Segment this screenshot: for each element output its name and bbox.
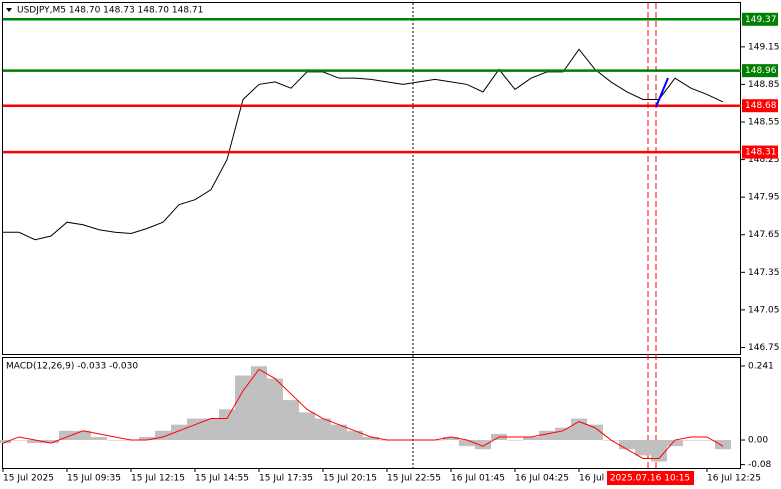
x-tick-label: 15 Jul 14:55 [195,474,249,484]
histogram-bar [635,440,651,456]
y-tick-label: 148.85 [748,80,780,90]
y-tick-label: 147.35 [748,268,780,278]
histogram-bar [235,375,251,441]
histogram-bar [59,430,75,441]
price-line [3,48,724,241]
y-tick-label: 147.95 [748,193,780,203]
histogram-bar [443,436,459,441]
x-tick-label: 15 Jul 17:35 [259,474,313,484]
histogram-bar [11,440,27,441]
y-tick-label: 0.00 [748,436,768,446]
histogram-bar [299,412,315,441]
histogram-bar [43,440,59,444]
x-tick-label: 15 Jul 09:35 [67,474,121,484]
y-tick-label: 148.55 [748,118,780,128]
histogram-bar [699,440,715,441]
y-tick-label: 147.65 [748,230,780,240]
signal-line [2,368,724,459]
histogram-bar [219,409,235,441]
y-tick-label: -0.08 [748,460,772,470]
y-tick-label: 146.75 [748,343,780,353]
level-label-box [742,145,778,159]
macd-frame [2,357,741,469]
crosshair-label: 2025.07.16 10:15 [610,474,690,484]
x-tick-label: 15 Jul 20:15 [323,474,377,484]
histogram-bar [459,440,475,447]
level-label-box [742,64,778,78]
histogram-bar [587,424,603,441]
histogram-bar [523,436,539,441]
histogram-bar [683,440,699,441]
x-tick-label: 16 Jul 12:25 [707,474,761,484]
level-label: 148.68 [745,101,777,111]
histogram-bar [75,430,91,441]
trend-line [655,77,669,108]
x-tick-label: 15 Jul 2025 [3,474,54,484]
level-label-box [742,12,778,26]
x-tick-label: 15 Jul 12:15 [131,474,185,484]
histogram-bar [715,440,731,450]
y-tick-label: 147.05 [748,305,780,315]
histogram-bar [203,418,219,441]
histogram-bar [283,400,299,441]
menu-icon [6,8,12,12]
histogram-bar [507,440,523,441]
histogram-bar [619,440,635,450]
histogram-bar [475,440,491,450]
x-tick-label: 16 Jul 04:25 [515,474,569,484]
histogram-bar [363,436,379,441]
histogram-bar [27,440,43,444]
level-label-box [742,99,778,113]
x-tick-label: 16 Jul [579,474,604,484]
y-tick-label: 149.15 [748,42,780,52]
x-tick-label: 15 Jul 22:55 [387,474,441,484]
histogram-bar [107,440,123,441]
histogram-bar [171,424,187,441]
histogram-bar [347,430,363,441]
x-tick-label: 16 Jul 01:45 [451,474,505,484]
histogram-bar [0,440,11,444]
histogram-bar [315,418,331,441]
histogram-bar [187,418,203,441]
macd-title: MACD(12,26,9) -0.033 -0.030 [6,362,138,372]
level-label: 149.37 [745,15,777,25]
y-tick-label: 0.241 [748,361,774,371]
crosshair-label-box [607,471,694,485]
histogram-bar [539,430,555,441]
histogram-bar [91,436,107,441]
histogram-bar [651,440,667,462]
chart-title: USDJPY,M5 148.70 148.73 148.70 148.71 [17,6,203,16]
histogram-bar [331,424,347,441]
histogram-bar [155,430,171,441]
histogram-bar [667,440,683,447]
histogram-bar [555,427,571,441]
macd-panel: 0.241 0.00 -0.08 [0,361,774,470]
histogram-bar [251,366,267,441]
price-frame [2,2,741,355]
level-label: 148.31 [745,148,777,158]
y-tick-label: 148.25 [748,155,780,165]
level-label: 148.96 [745,66,777,76]
price-panel: 149.15 148.85 148.55 148.25 147.95 147.65 147.… [3,12,780,353]
histogram-bar [139,436,155,441]
histogram-bar [267,378,283,441]
